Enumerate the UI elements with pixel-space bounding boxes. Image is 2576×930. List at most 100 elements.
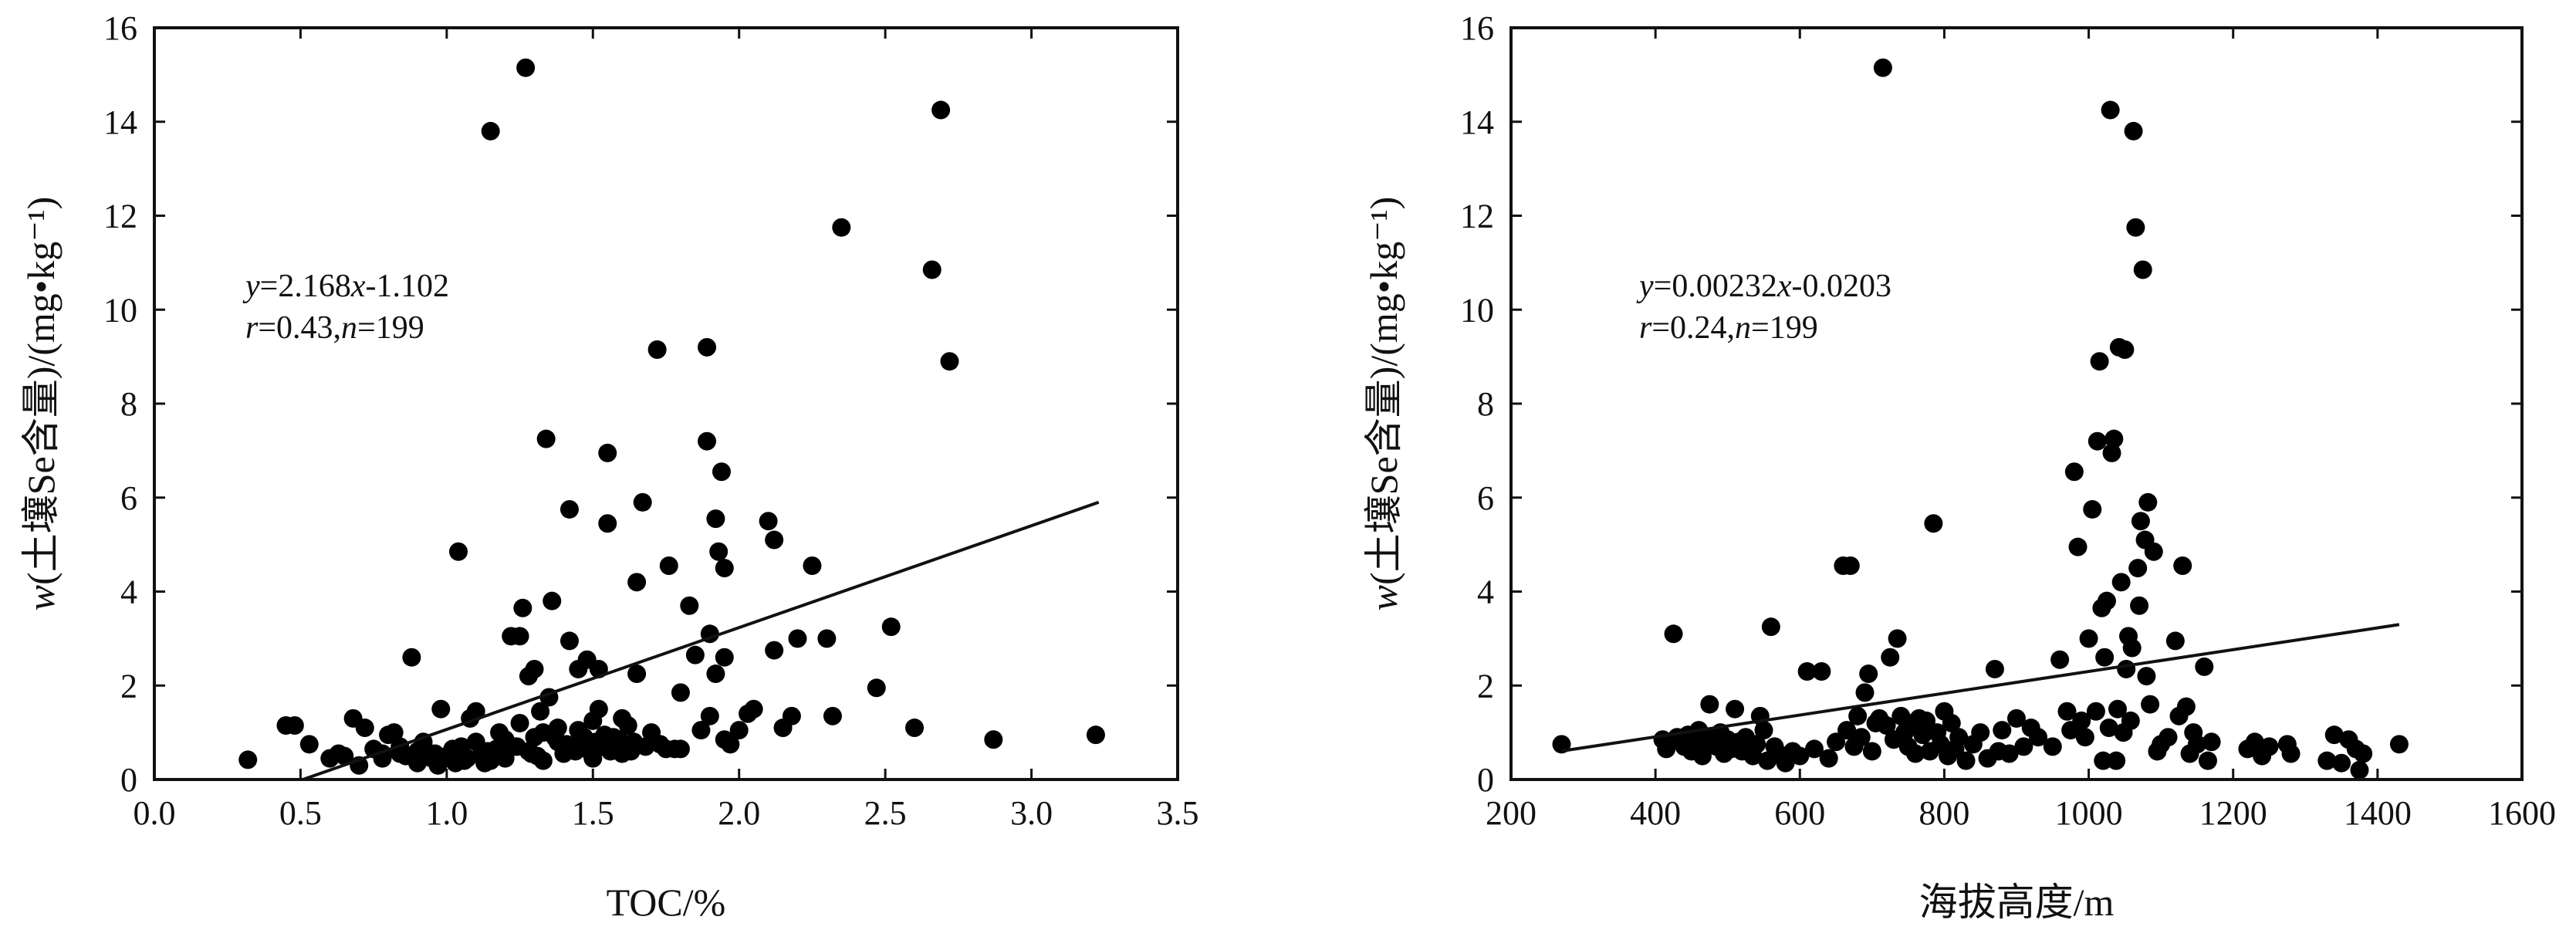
y-tick-label: 16	[1460, 9, 1494, 47]
data-point	[2187, 735, 2206, 754]
data-point	[922, 260, 941, 279]
data-point	[709, 542, 729, 561]
x-tick-label: 2.0	[718, 794, 760, 832]
data-point	[2173, 556, 2192, 576]
data-point	[706, 509, 725, 529]
data-point	[2111, 573, 2131, 592]
trendline	[303, 500, 1100, 781]
data-point	[2108, 699, 2127, 719]
data-point	[788, 629, 807, 648]
data-point	[510, 627, 529, 646]
data-point	[299, 735, 319, 754]
data-point	[2138, 492, 2158, 512]
data-point	[2198, 751, 2217, 770]
regression-stats: r=0.43,n=199	[245, 310, 424, 346]
data-point	[2043, 737, 2062, 756]
trendline	[1561, 623, 2400, 753]
x-tick-label: 0.5	[279, 794, 322, 832]
regression-equation: y=2.168x-1.102	[242, 269, 449, 304]
data-point	[1837, 721, 1857, 740]
data-point	[633, 492, 652, 512]
y-tick-label: 4	[1477, 573, 1494, 611]
data-point	[2097, 591, 2116, 610]
x-tick-label: 1400	[2344, 794, 2412, 832]
data-point	[2158, 728, 2178, 747]
data-point	[1859, 665, 1878, 684]
data-point	[510, 713, 529, 732]
y-tick-label: 6	[120, 479, 137, 517]
data-point	[528, 746, 547, 766]
data-point	[516, 58, 536, 77]
data-point	[2072, 711, 2091, 730]
data-point	[2104, 429, 2124, 448]
data-point	[2094, 751, 2113, 770]
regression-stats: r=0.24,n=199	[1639, 310, 1818, 346]
y-tick-label: 2	[1477, 667, 1494, 705]
data-point	[2324, 725, 2344, 745]
data-point	[2075, 728, 2094, 747]
data-point	[940, 352, 959, 371]
data-point	[431, 699, 451, 719]
data-point	[2121, 711, 2140, 730]
data-point	[867, 678, 886, 698]
data-point	[2050, 650, 2070, 669]
data-point	[2086, 702, 2105, 721]
data-point	[2260, 737, 2279, 756]
data-point	[1805, 739, 1824, 759]
data-point	[721, 735, 740, 754]
data-point	[1873, 58, 1892, 77]
data-point	[1754, 721, 1773, 740]
data-point	[531, 702, 550, 721]
data-point	[2057, 702, 2077, 721]
data-point	[2064, 462, 2084, 482]
data-point	[759, 512, 778, 531]
data-point	[2133, 260, 2152, 279]
data-point	[659, 556, 678, 576]
y-tick-label: 12	[103, 198, 137, 235]
x-tick-label: 1.0	[425, 794, 468, 832]
data-point	[1841, 556, 1860, 576]
x-tick-label: 1000	[2055, 794, 2123, 832]
data-point	[1726, 699, 1745, 719]
chart-toc-vs-se: 0 2 4 6 8 10 12 14 16 0.0 0.5 1.0 1.5 2.0 2.5 3.0 3.5 y=2…	[19, 9, 1199, 924]
data-point	[1797, 661, 1817, 681]
y-tick-label: 2	[120, 667, 137, 705]
data-point	[2202, 732, 2221, 752]
x-tick-label: 800	[1918, 794, 1969, 832]
x-tick-label: 200	[1486, 794, 1536, 832]
y-tick-label: 0	[120, 761, 137, 799]
data-point	[1790, 746, 1810, 766]
data-point	[1086, 725, 1105, 745]
plot-frame	[1509, 26, 2524, 781]
data-point	[1913, 725, 1932, 745]
data-point	[2124, 121, 2143, 140]
data-point	[335, 746, 354, 766]
data-point	[285, 715, 304, 735]
data-point	[984, 730, 1003, 749]
data-point	[2176, 697, 2196, 716]
y-tick-label: 8	[1477, 385, 1494, 423]
data-point	[2389, 735, 2409, 754]
data-point	[2102, 443, 2121, 462]
x-axis-title: 海拔高度/m	[1919, 881, 2115, 924]
data-point	[881, 617, 901, 637]
data-point	[685, 645, 705, 665]
data-point	[691, 721, 711, 740]
plot-frame	[153, 26, 1179, 781]
data-point	[627, 665, 647, 684]
data-point	[1906, 744, 1925, 763]
data-point	[2141, 695, 2160, 714]
data-point	[671, 739, 690, 759]
data-point	[598, 514, 617, 533]
data-point	[1877, 715, 1896, 735]
data-point	[478, 742, 497, 761]
data-point	[931, 100, 951, 120]
data-point	[2090, 352, 2109, 371]
data-point	[2354, 744, 2373, 763]
data-point	[698, 337, 717, 357]
data-point	[905, 719, 925, 738]
y-axis-title: w(土壤Se含量)/(mg•kg⁻¹)	[1362, 197, 1405, 611]
data-point	[1848, 706, 1868, 725]
data-point	[1949, 728, 1969, 747]
data-point	[1971, 723, 1990, 742]
